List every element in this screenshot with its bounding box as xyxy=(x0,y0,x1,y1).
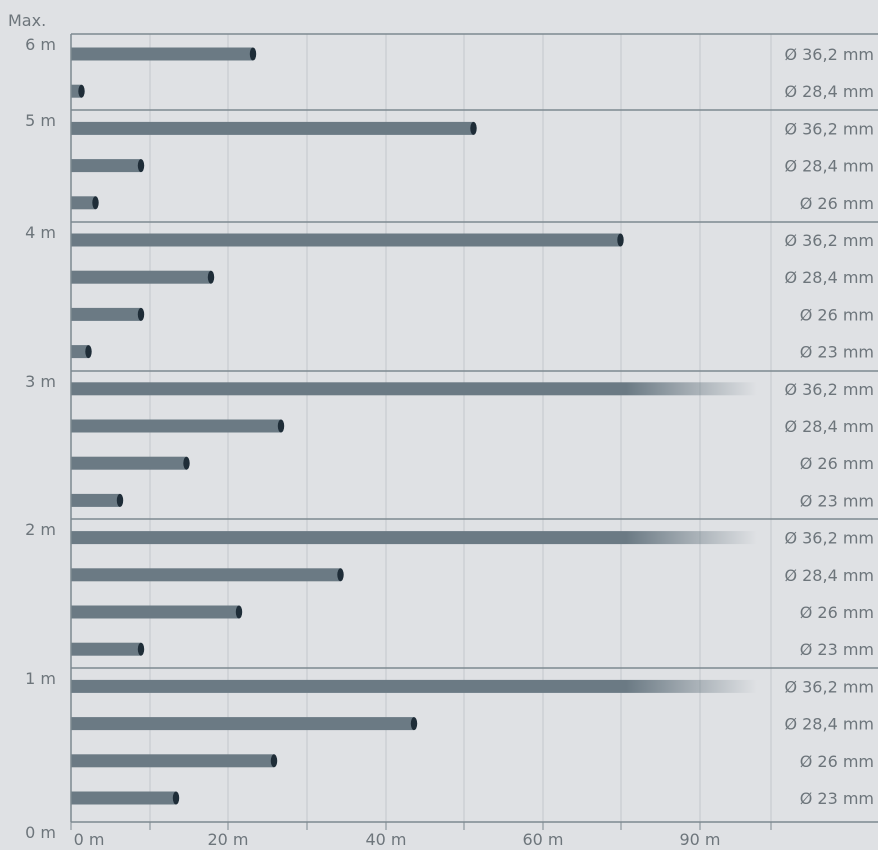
height-tick-label: 4 m xyxy=(25,223,56,242)
x-tick-label: 90 m xyxy=(679,830,720,849)
bar-label: Ø 28,4 mm xyxy=(784,268,874,287)
bar-end-cap xyxy=(137,159,145,173)
bar-label: Ø 36,2 mm xyxy=(784,380,874,399)
bar-end-cap xyxy=(470,121,477,135)
height-separators xyxy=(70,33,878,823)
bar xyxy=(71,679,626,693)
bar xyxy=(71,791,176,805)
height-tick-label: 0 m xyxy=(25,823,56,842)
bar-end-cap xyxy=(277,419,285,433)
bar-label: Ø 28,4 mm xyxy=(784,157,874,176)
grid-lines xyxy=(70,34,772,822)
bar-end-cap xyxy=(92,196,99,210)
height-tick-label: 5 m xyxy=(25,111,56,130)
bar xyxy=(71,84,82,98)
max-label: Max. xyxy=(8,11,46,30)
bar-end-cap xyxy=(172,791,180,805)
x-tick-label: 0 m xyxy=(74,830,105,849)
bar xyxy=(71,47,253,61)
bar-end-cap xyxy=(116,493,124,507)
bar xyxy=(71,456,187,470)
x-tick-label: 60 m xyxy=(522,830,563,849)
bar-end-cap xyxy=(337,568,344,582)
bar-end-cap xyxy=(137,642,145,656)
bar-end-cap xyxy=(410,717,418,731)
bar-end-cap xyxy=(137,307,145,321)
bar-label: Ø 28,4 mm xyxy=(784,82,874,101)
bar-end-cap xyxy=(183,456,190,470)
bar-end-cap xyxy=(249,47,257,61)
bar-fade xyxy=(626,679,757,693)
bar xyxy=(71,233,621,247)
bar-label: Ø 36,2 mm xyxy=(784,231,874,250)
bar-label: Ø 26 mm xyxy=(800,603,874,622)
bar-label: Ø 28,4 mm xyxy=(784,417,874,436)
bar-label: Ø 36,2 mm xyxy=(784,45,874,64)
bar-label: Ø 23 mm xyxy=(800,343,874,362)
bar-label: Ø 23 mm xyxy=(800,491,874,510)
bar xyxy=(71,531,626,545)
bar-label: Ø 28,4 mm xyxy=(784,715,874,734)
x-tick-label: 40 m xyxy=(365,830,406,849)
bar-label: Ø 26 mm xyxy=(800,194,874,213)
bar-label: Ø 36,2 mm xyxy=(784,677,874,696)
bar-fade xyxy=(626,382,757,396)
bar xyxy=(71,605,239,619)
height-tick-label: 3 m xyxy=(25,372,56,391)
bar-end-cap xyxy=(270,754,278,768)
x-tick-labels: 0 m 20 m 40 m 60 m 90 m xyxy=(70,822,772,849)
bar-label: Ø 26 mm xyxy=(800,752,874,771)
bar xyxy=(71,642,141,656)
height-tick-label: 6 m xyxy=(25,35,56,54)
bar xyxy=(71,493,120,507)
bar-label: Ø 28,4 mm xyxy=(784,566,874,585)
bar xyxy=(71,382,626,396)
bar-end-cap xyxy=(78,84,85,98)
bar-label: Ø 36,2 mm xyxy=(784,119,874,138)
bar-end-cap xyxy=(617,233,624,247)
bar-label: Ø 23 mm xyxy=(800,789,874,808)
bar xyxy=(71,121,474,135)
bars xyxy=(71,47,757,805)
bar-labels: Ø 36,2 mm Ø 28,4 mm Ø 36,2 mm Ø 28,4 mm Ø 26… xyxy=(784,45,874,808)
bar-label: Ø 26 mm xyxy=(800,454,874,473)
bar xyxy=(71,307,141,321)
bar xyxy=(71,419,281,433)
bar xyxy=(71,717,414,731)
height-tick-label: 2 m xyxy=(25,520,56,539)
bar-label: Ø 36,2 mm xyxy=(784,529,874,548)
bar-label: Ø 26 mm xyxy=(800,305,874,324)
bar xyxy=(71,568,341,582)
bar xyxy=(71,345,89,359)
bar-label: Ø 23 mm xyxy=(800,640,874,659)
x-tick-label: 20 m xyxy=(207,830,248,849)
bar-end-cap xyxy=(207,270,215,284)
bar-end-cap xyxy=(85,345,92,359)
bar xyxy=(71,754,274,768)
bar-fade xyxy=(626,531,757,545)
height-tick-label: 1 m xyxy=(25,669,56,688)
bar xyxy=(71,196,96,210)
bar xyxy=(71,159,141,173)
height-tick-labels: 6 m 5 m 4 m 3 m 2 m 1 m 0 m xyxy=(25,35,56,842)
bar-end-cap xyxy=(235,605,243,619)
bar xyxy=(71,270,211,284)
